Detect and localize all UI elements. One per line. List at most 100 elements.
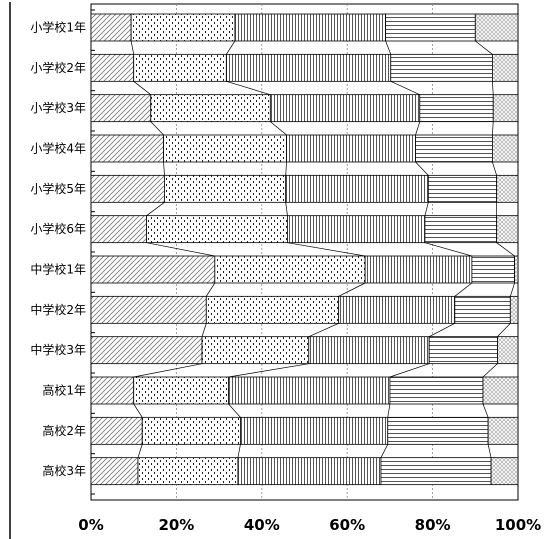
category-label: 小学校1年 xyxy=(30,20,86,35)
bar-segment xyxy=(364,255,473,284)
bar-segment xyxy=(419,94,494,123)
connector-line xyxy=(150,121,164,136)
category-label: 小学校2年 xyxy=(30,60,86,75)
bar-segment xyxy=(387,416,489,445)
connector-line xyxy=(237,444,241,458)
category-label: 小学校6年 xyxy=(30,221,86,236)
bar-segment xyxy=(163,134,287,163)
bar-segment xyxy=(424,215,498,244)
connector-line xyxy=(454,282,473,297)
connector-line xyxy=(226,80,271,96)
bar-segment xyxy=(141,416,241,445)
x-tick-label: 80% xyxy=(415,516,451,534)
connector-line xyxy=(146,242,215,257)
category-label: 小学校4年 xyxy=(30,141,86,156)
connector-line xyxy=(482,363,498,378)
category-label: 小学校3年 xyxy=(30,100,86,115)
x-tick-label: 60% xyxy=(329,516,365,534)
category-label: 高校3年 xyxy=(42,463,86,478)
bar-segment xyxy=(487,416,519,445)
connector-line xyxy=(133,363,203,378)
bar-segment xyxy=(491,134,519,163)
connector-line xyxy=(492,121,494,136)
bar-segment xyxy=(287,215,426,244)
connector-line xyxy=(385,40,392,55)
bar-segment xyxy=(90,295,207,324)
bar-segment xyxy=(240,416,389,445)
connector-line xyxy=(270,121,287,136)
bar-segment xyxy=(237,457,382,486)
connector-line xyxy=(509,282,515,297)
bar-segment xyxy=(90,134,164,163)
category-label: 中学校3年 xyxy=(30,342,86,357)
connector-line xyxy=(497,323,511,337)
connector-line xyxy=(492,161,497,176)
bar-segment xyxy=(415,134,493,163)
category-label: 小学校5年 xyxy=(30,181,86,196)
connector-line xyxy=(228,403,241,418)
connector-line xyxy=(424,242,472,257)
x-axis-tick-labels: 0% 20% 40% 60% 80% 100% xyxy=(78,516,541,534)
connector-line xyxy=(146,202,165,216)
bar-segment xyxy=(201,336,310,365)
bar-segment xyxy=(496,174,519,203)
bar-segment xyxy=(90,13,132,42)
bar-segment xyxy=(514,255,519,284)
bar-segment xyxy=(385,13,476,42)
connector-line xyxy=(475,40,493,55)
bar-segment xyxy=(497,336,519,365)
connector-line xyxy=(390,81,420,95)
connector-lines xyxy=(130,40,515,458)
x-tick-label: 40% xyxy=(244,516,280,534)
bar-segment xyxy=(90,376,135,405)
connector-line xyxy=(287,242,366,257)
bar-segment xyxy=(90,53,135,82)
bar-segment xyxy=(380,457,492,486)
connector-line xyxy=(380,444,389,458)
bar-segment xyxy=(285,174,429,203)
connector-line xyxy=(387,403,391,418)
connector-line xyxy=(285,161,287,176)
bar-segment xyxy=(90,94,152,123)
bar-segment xyxy=(509,295,519,324)
connector-line xyxy=(482,403,489,418)
connector-line xyxy=(163,161,165,176)
bar-segment xyxy=(491,53,519,82)
bar-segment xyxy=(269,94,421,123)
category-label: 高校2年 xyxy=(42,423,86,438)
bar-segment xyxy=(286,134,416,163)
bar-segment xyxy=(389,376,484,405)
connector-line xyxy=(389,363,430,378)
bar-segment xyxy=(164,174,287,203)
bar-segment xyxy=(308,336,430,365)
connector-line xyxy=(308,323,339,337)
bar-segment xyxy=(90,457,139,486)
connector-line xyxy=(338,282,366,297)
connector-line xyxy=(201,323,207,337)
bar-segment xyxy=(228,376,391,405)
bar-segment xyxy=(90,416,143,445)
connector-line xyxy=(228,363,309,378)
connector-line xyxy=(130,40,135,55)
connector-line xyxy=(205,282,216,297)
connector-line xyxy=(496,242,515,257)
connector-line xyxy=(415,121,421,136)
connector-line xyxy=(285,202,288,216)
bar-segment xyxy=(137,457,239,486)
connector-line xyxy=(492,81,494,95)
bar-segment xyxy=(146,215,288,244)
bar-segment xyxy=(90,174,165,203)
bar-segment xyxy=(474,13,519,42)
bar-segment xyxy=(90,215,147,244)
connector-line xyxy=(415,161,429,176)
bars xyxy=(90,13,519,486)
bar-segment xyxy=(490,457,519,486)
bar-segment xyxy=(390,53,493,82)
connector-line xyxy=(133,403,143,418)
bar-segment xyxy=(214,255,366,284)
x-tick-label: 0% xyxy=(78,516,103,534)
bar-segment xyxy=(133,376,229,405)
category-label: 中学校1年 xyxy=(30,262,86,277)
connector-line xyxy=(424,202,429,216)
